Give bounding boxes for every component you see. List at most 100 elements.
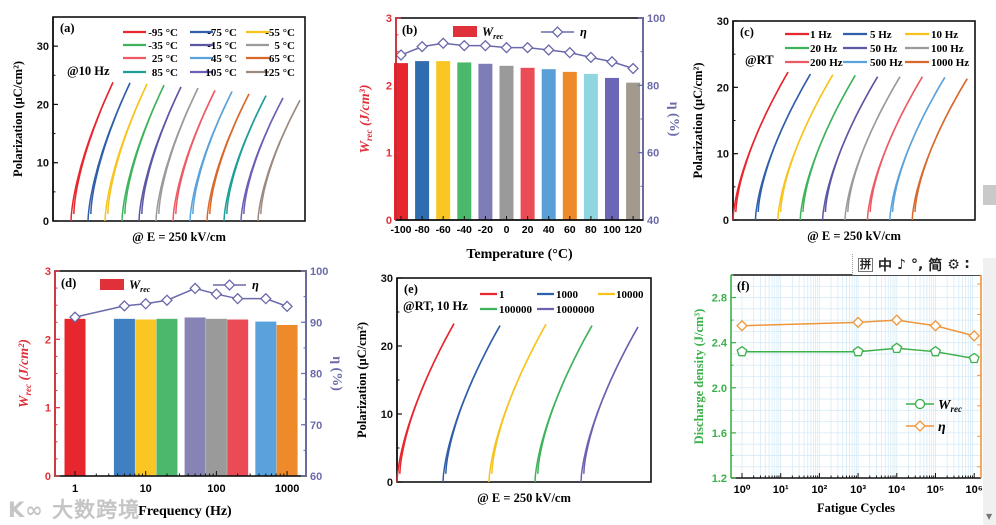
bar-wrec-6 [227,319,249,476]
y-axis-label: Polarization (μC/cm²) [11,61,25,177]
ime-pinyin-icon[interactable]: 拼 [858,257,873,272]
legend-label: 1000 Hz [931,57,969,69]
y2-tick-label: 100 [647,13,665,25]
eta-marker [852,316,864,329]
y2-tick-label: 60 [647,148,659,160]
panel-c: 0 10 20 30 1 Hz 5 Hz 10 Hz 20 Hz 50 Hz 100 Hz 200 … [691,16,976,243]
y-tick-label: 30 [717,16,729,28]
legend-label: 50 Hz [870,43,897,55]
y-axis-label: Wrec (J/cm³) [358,85,374,154]
eta-marker-9 [585,51,597,64]
pe-loop-discharge-2 [107,83,148,215]
legend-main: η [938,420,946,435]
x-tick-label: 60 [564,224,576,236]
y-axis-label-text: Polarization (μC/cm²) [11,61,25,177]
pe-loop-discharge-6 [869,76,924,213]
pe-loop-charge-5 [844,76,901,221]
pe-loop-charge-7 [889,77,946,221]
ime-more-icon[interactable]: ∶ [964,256,969,273]
y-tick-label: 10 [717,149,729,161]
y2-axis-label: η (%) [329,356,344,391]
pe-loop-discharge-1 [445,325,501,474]
scrollbar-track[interactable]: ▼ [983,258,996,525]
y-tick-label: 1 [386,148,392,160]
legend-label: 1000 [556,289,579,301]
y-label-w: W [17,394,32,408]
pe-loop-discharge-10 [243,97,284,215]
pe-loop-discharge-3 [124,84,165,215]
panel-label: (a) [60,21,75,35]
x-tick-label: -40 [457,224,472,236]
eta-marker [890,314,903,326]
wrec-marker [968,352,980,364]
x-axis-label: @ E = 250 kV/cm [477,491,571,505]
condition-annotation: @RT, 10 Hz [403,299,468,313]
x-tick-label: 10¹ [773,484,789,496]
eta-marker-3 [161,294,173,307]
y2-tick-label: 100 [310,266,328,278]
ime-simplified-button[interactable]: 简 [928,257,943,274]
pe-loop-discharge-8 [209,93,250,215]
legend-wrec-label: Wrec [129,278,151,294]
eta-marker-7 [542,44,555,56]
eta-marker-2 [139,297,152,310]
legend-label: 45 °C [211,53,237,65]
x-axis-label: @ E = 250 kV/cm [807,229,901,243]
bar-wrec-7 [255,321,277,476]
eta-marker-8 [281,300,293,313]
panel-label: (d) [61,276,76,290]
y2-tick-label: 80 [310,369,322,381]
bar-wrec-5 [205,318,227,476]
y-axis-label: Wrec (J/cm²) [17,339,33,408]
pe-loop-charge-11 [257,99,301,222]
pe-loop-discharge-8 [914,78,968,213]
y-tick-label: 2 [45,334,51,346]
pe-loop-discharge-6 [175,90,216,215]
pe-loop-discharge-3 [537,325,593,474]
ime-moon-icon[interactable]: ♪ [897,256,906,273]
scrollbar[interactable]: ▼ [983,0,996,525]
x-axis-label: Temperature (°C) [466,247,573,262]
panel-f: 1.2 1.6 2.0 2.4 2.8 10⁰ 10¹ 10² 10³ 10⁴ 10⁵ 10⁶ Fati… [692,274,983,515]
y-axis-label: Polarization (μC/cm²) [691,62,705,178]
legend-eta-marker [551,26,564,38]
ime-punctuation-button[interactable]: °, [910,256,924,273]
eta-marker-6 [521,41,534,54]
x-tick-label: 10 [140,483,152,495]
ime-settings-icon[interactable]: ⚙ [947,256,960,273]
bar-wrec-3 [457,62,472,220]
eta-marker-2 [437,37,450,50]
y-tick-label: 20 [37,99,49,111]
legend-label: 10 Hz [931,29,958,41]
legend-label: -35 °C [148,40,178,52]
pe-loop-discharge-11 [260,99,301,215]
x-tick-label: 10⁵ [927,484,944,496]
bar-wrec-10 [605,77,619,220]
x-tick-label: 40 [543,224,555,236]
scrollbar-thumb[interactable] [983,185,996,205]
eta-marker-5 [210,288,223,300]
y-tick-label: 2 [386,80,392,92]
panel-e: 0 10 20 30 1 1000 10000 100000 1000000 (e) @RT, 10… [355,273,652,505]
wrec-marker [852,345,864,357]
bar-wrec-2 [436,61,451,220]
pe-loop-charge-3 [799,75,856,221]
x-tick-label: 100 [207,483,225,495]
x-tick-label: 10⁰ [734,484,751,496]
y-tick-label: 20 [381,341,393,353]
eta-marker-0 [69,311,81,323]
legend-label: 100 Hz [931,43,964,55]
eta-marker [929,319,942,332]
pe-loop-charge-1 [754,73,812,221]
panel-label: (c) [740,25,754,39]
ime-chinese-mode-button[interactable]: 中 [878,257,892,274]
condition-annotation: @10 Hz [67,64,110,78]
panel-a: 0 10 20 30 -95 °C -75 °C -55 °C -35 °C -15 °C 5 °… [11,16,306,244]
scroll-down-arrow-icon[interactable]: ▼ [986,512,993,521]
y-label-sub: rec [364,130,374,142]
x-tick-label: -20 [478,224,493,236]
pe-loop-discharge-3 [802,75,856,213]
